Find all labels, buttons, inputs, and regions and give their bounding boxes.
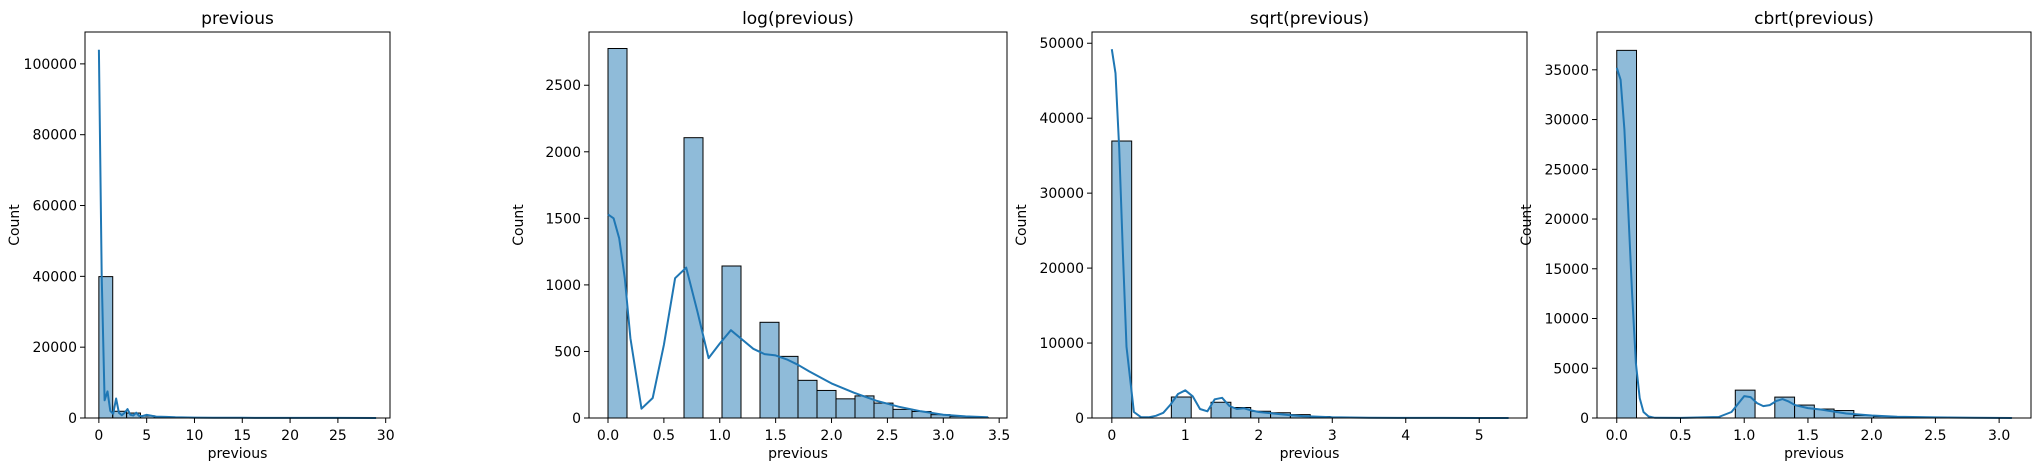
chart-panel-1: 0 5 10 15 20 25 30 0 20000 40000 60000 80000 100000 p… (7, 9, 395, 462)
x-tick-label: 3.0 (932, 428, 954, 444)
histogram-bar (778, 355, 799, 419)
x-tick-label: 0.5 (653, 428, 675, 444)
histogram-bar (721, 265, 742, 419)
chart-title: cbrt(previous) (1754, 9, 1874, 29)
y-axis-label: Count (1014, 204, 1030, 246)
histogram-bar (816, 389, 837, 419)
x-tick-label: 2.5 (1924, 428, 1946, 444)
x-tick-label: 0.0 (1606, 428, 1628, 444)
histogram-bar (1616, 49, 1638, 419)
x-tick-label: 1.0 (709, 428, 731, 444)
y-tick-label: 1000 (545, 278, 581, 294)
x-tick-label: 2.0 (1861, 428, 1883, 444)
x-tick-label: 0.5 (1669, 428, 1691, 444)
chart-panel-3: 0 1 2 3 4 5 0 10000 20000 30000 40000 50000 sqrt(pre… (1014, 9, 1528, 462)
x-tick-label: 30 (377, 428, 395, 444)
kde-line (97, 49, 377, 419)
y-tick-label: 20000 (32, 340, 77, 356)
y-tick-label: 500 (554, 344, 581, 360)
chart-panel-4: 0.0 0.5 1.0 1.5 2.0 2.5 3.0 0 5000 10000 15000 2000… (1519, 9, 2032, 462)
y-tick-label: 80000 (32, 128, 77, 144)
y-tick-label: 0 (1075, 411, 1084, 427)
plot-frame (588, 31, 1008, 419)
x-tick-label: 3 (1328, 428, 1337, 444)
x-tick-label: 5 (142, 428, 151, 444)
x-tick-label: 0 (94, 428, 103, 444)
x-tick-label: 2.0 (820, 428, 842, 444)
x-tick-label: 2 (1254, 428, 1263, 444)
plot-frame (1596, 31, 2032, 419)
x-axis-label: previous (208, 446, 268, 462)
y-tick-label: 2500 (545, 78, 581, 94)
y-tick-label: 5000 (1553, 361, 1589, 377)
kde-line (607, 213, 989, 419)
x-tick-label: 10 (186, 428, 204, 444)
x-tick-label: 1.5 (765, 428, 787, 444)
histogram-bar (835, 398, 856, 419)
x-tick-label: 1 (1181, 428, 1190, 444)
chart-title: previous (201, 9, 274, 29)
histogram-bar (797, 379, 818, 419)
histogram-bar (759, 321, 780, 419)
chart-title: log(previous) (742, 9, 854, 29)
kde-line (1110, 49, 1509, 419)
x-tick-label: 2.5 (876, 428, 898, 444)
plot-frame (84, 31, 391, 419)
y-tick-label: 1500 (545, 211, 581, 227)
histogram-bar (1111, 140, 1133, 419)
x-tick-label: 5 (1475, 428, 1484, 444)
x-tick-label: 1.5 (1797, 428, 1819, 444)
y-tick-label: 100000 (24, 57, 77, 73)
x-tick-label: 0.0 (597, 428, 619, 444)
kde-line (1615, 67, 2012, 419)
y-tick-label: 40000 (1039, 111, 1084, 127)
y-tick-label: 25000 (1544, 162, 1589, 178)
x-tick-label: 3.0 (1988, 428, 2010, 444)
chart-title: sqrt(previous) (1250, 9, 1369, 29)
x-tick-label: 15 (233, 428, 251, 444)
histogram-bar (892, 408, 913, 419)
x-tick-label: 0 (1107, 428, 1116, 444)
y-tick-label: 50000 (1039, 36, 1084, 52)
y-tick-label: 35000 (1544, 63, 1589, 79)
plot-frame (1091, 31, 1528, 419)
y-tick-label: 30000 (1039, 186, 1084, 202)
x-tick-label: 3.5 (988, 428, 1010, 444)
y-tick-label: 40000 (32, 269, 77, 285)
y-tick-label: 2000 (545, 145, 581, 161)
chart-panel-2: 0.0 0.5 1.0 1.5 2.0 2.5 3.0 3.5 0 500 1000 1500 2000… (511, 9, 1010, 462)
y-tick-label: 0 (68, 411, 77, 427)
y-tick-label: 10000 (1039, 336, 1084, 352)
y-tick-label: 0 (1580, 411, 1589, 427)
x-axis-label: previous (1280, 446, 1340, 462)
x-tick-label: 4 (1401, 428, 1410, 444)
y-tick-label: 0 (572, 411, 581, 427)
y-axis-label: Count (1519, 204, 1535, 246)
histogram-bar (683, 137, 704, 419)
x-axis-label: previous (1784, 446, 1844, 462)
y-tick-label: 15000 (1544, 262, 1589, 278)
x-axis-label: previous (768, 446, 828, 462)
y-tick-label: 10000 (1544, 312, 1589, 328)
y-tick-label: 20000 (1544, 212, 1589, 228)
x-tick-label: 20 (281, 428, 299, 444)
x-tick-label: 1.0 (1733, 428, 1755, 444)
y-axis-label: Count (7, 204, 23, 246)
y-axis-label: Count (511, 204, 527, 246)
x-tick-label: 25 (329, 428, 347, 444)
y-tick-label: 30000 (1544, 113, 1589, 129)
y-tick-label: 20000 (1039, 261, 1084, 277)
y-tick-label: 60000 (32, 199, 77, 215)
